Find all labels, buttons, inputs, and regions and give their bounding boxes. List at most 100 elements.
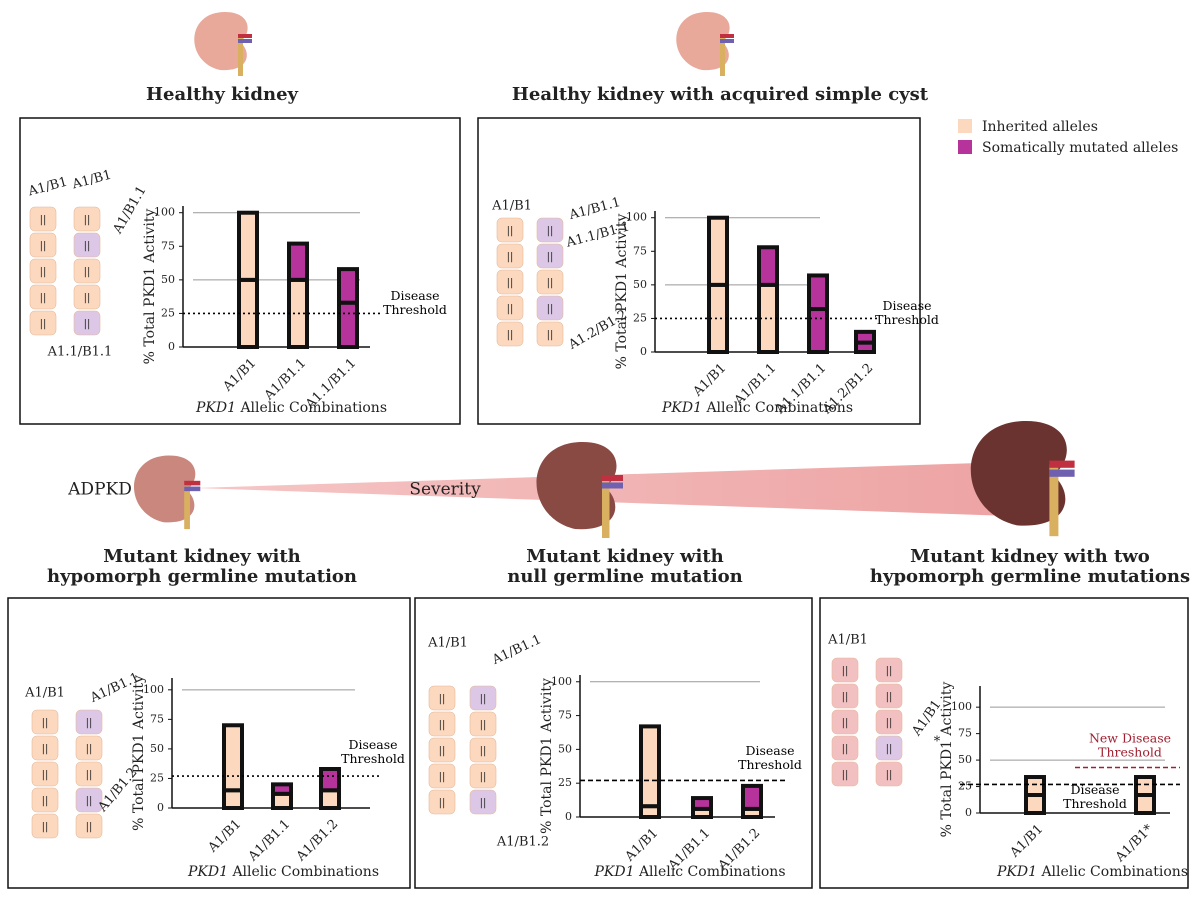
bar-segment — [691, 796, 713, 811]
x-tick-label: A1/B1* — [1112, 821, 1156, 865]
cell — [875, 709, 903, 735]
cell — [75, 813, 103, 839]
legend-entry: Inherited alleles — [982, 119, 1098, 135]
panel-title: Healthy kidney with acquired simple cyst — [512, 84, 929, 105]
cell — [469, 789, 497, 815]
allele-glyph: || — [42, 718, 49, 729]
allele-glyph: || — [480, 746, 487, 757]
threshold-label: Disease Threshold — [341, 737, 405, 766]
allele-glyph: || — [84, 319, 91, 330]
allele-glyph: || — [886, 770, 893, 781]
y-tick-label: 25 — [633, 311, 647, 324]
ureter — [602, 478, 610, 538]
cell — [31, 709, 59, 735]
cell-label: A1/B1.1 — [489, 632, 544, 668]
allele-glyph: || — [40, 241, 47, 252]
x-axis-label: PKD1 Allelic Combinations — [195, 400, 387, 416]
threshold-label: Disease Threshold — [383, 288, 447, 317]
bar-segment — [237, 210, 259, 282]
y-tick-label: 0 — [640, 345, 647, 358]
y-axis-label: % Total PKD1 Activity — [939, 682, 955, 838]
allele-glyph: || — [480, 772, 487, 783]
allele-glyph: || — [40, 267, 47, 278]
cell — [29, 232, 57, 258]
allele-glyph: || — [86, 718, 93, 729]
allele-glyph: || — [842, 666, 849, 677]
kidney-icon — [194, 12, 248, 71]
y-axis-label: % Total PKD1 Activity — [142, 209, 158, 365]
cell — [428, 763, 456, 789]
allele-glyph: || — [439, 772, 446, 783]
cell — [75, 709, 103, 735]
cell — [29, 258, 57, 284]
cell — [831, 735, 859, 761]
y-axis-label: % Total PKD1 Activity — [539, 678, 555, 834]
vessel — [602, 475, 623, 481]
cell — [496, 217, 524, 243]
cell — [831, 683, 859, 709]
bar-segment — [1024, 793, 1046, 816]
x-tick-label: A1/B1 — [1007, 822, 1047, 862]
cell — [496, 269, 524, 295]
x-tick-label: A1/B1.1 — [245, 817, 293, 865]
panel-frame — [477, 117, 921, 425]
cell — [73, 232, 101, 258]
cell — [469, 763, 497, 789]
allele-glyph: || — [439, 798, 446, 809]
allele-glyph: || — [84, 293, 91, 304]
cell — [875, 761, 903, 787]
allele-glyph: || — [886, 692, 893, 703]
severity-label: Severity — [409, 480, 481, 500]
x-tick-label: A1/B1 — [622, 826, 662, 866]
cell — [75, 761, 103, 787]
bar-segment — [1134, 775, 1156, 798]
allele-glyph: || — [40, 215, 47, 226]
cell — [496, 321, 524, 347]
allele-glyph: || — [886, 744, 893, 755]
legend-swatch — [958, 119, 972, 133]
y-tick-label: 0 — [565, 810, 572, 823]
allele-glyph: || — [480, 720, 487, 731]
cell — [469, 737, 497, 763]
allele-glyph: || — [84, 215, 91, 226]
bar-segment — [222, 723, 244, 793]
cell — [536, 269, 564, 295]
cell-label: A1.1/B1.1 — [47, 345, 113, 360]
cell — [73, 310, 101, 336]
bar-segment — [707, 215, 729, 287]
adpkd-label: ADPKD — [67, 480, 132, 500]
vessel — [184, 486, 201, 492]
y-tick-label: 0 — [168, 340, 175, 353]
y-tick-label: 25 — [161, 306, 175, 319]
panel-title: Mutant kidney with hypomorph germline mut… — [47, 546, 357, 587]
cell — [536, 295, 564, 321]
cell — [73, 258, 101, 284]
cell — [469, 685, 497, 711]
vessel — [1049, 469, 1075, 477]
x-axis-label: PKD1 Allelic Combinations — [996, 864, 1188, 880]
allele-glyph: || — [439, 746, 446, 757]
bar-segment — [222, 788, 244, 810]
vessel — [602, 482, 623, 489]
cell — [875, 683, 903, 709]
bar-segment — [319, 788, 341, 810]
ureter — [720, 36, 725, 76]
panel-title: Healthy kidney — [146, 84, 299, 105]
bar-segment — [337, 267, 359, 305]
threshold-label: Disease Threshold — [875, 298, 939, 327]
cell — [875, 735, 903, 761]
bar-segment — [1024, 775, 1046, 798]
y-tick-label: 50 — [958, 753, 972, 766]
allele-glyph: || — [842, 692, 849, 703]
bar-segment — [807, 273, 829, 312]
allele-glyph: || — [547, 252, 554, 263]
y-axis-label: % Total PKD1 Activity — [131, 675, 147, 831]
allele-glyph: || — [86, 770, 93, 781]
allele-glyph: || — [547, 330, 554, 341]
kidney-icon — [970, 421, 1067, 526]
y-tick-label: 50 — [161, 273, 175, 286]
x-tick-label: A1/B1.1 — [261, 356, 309, 404]
panel-frame — [7, 597, 411, 889]
allele-glyph: || — [439, 694, 446, 705]
allele-glyph: || — [86, 822, 93, 833]
